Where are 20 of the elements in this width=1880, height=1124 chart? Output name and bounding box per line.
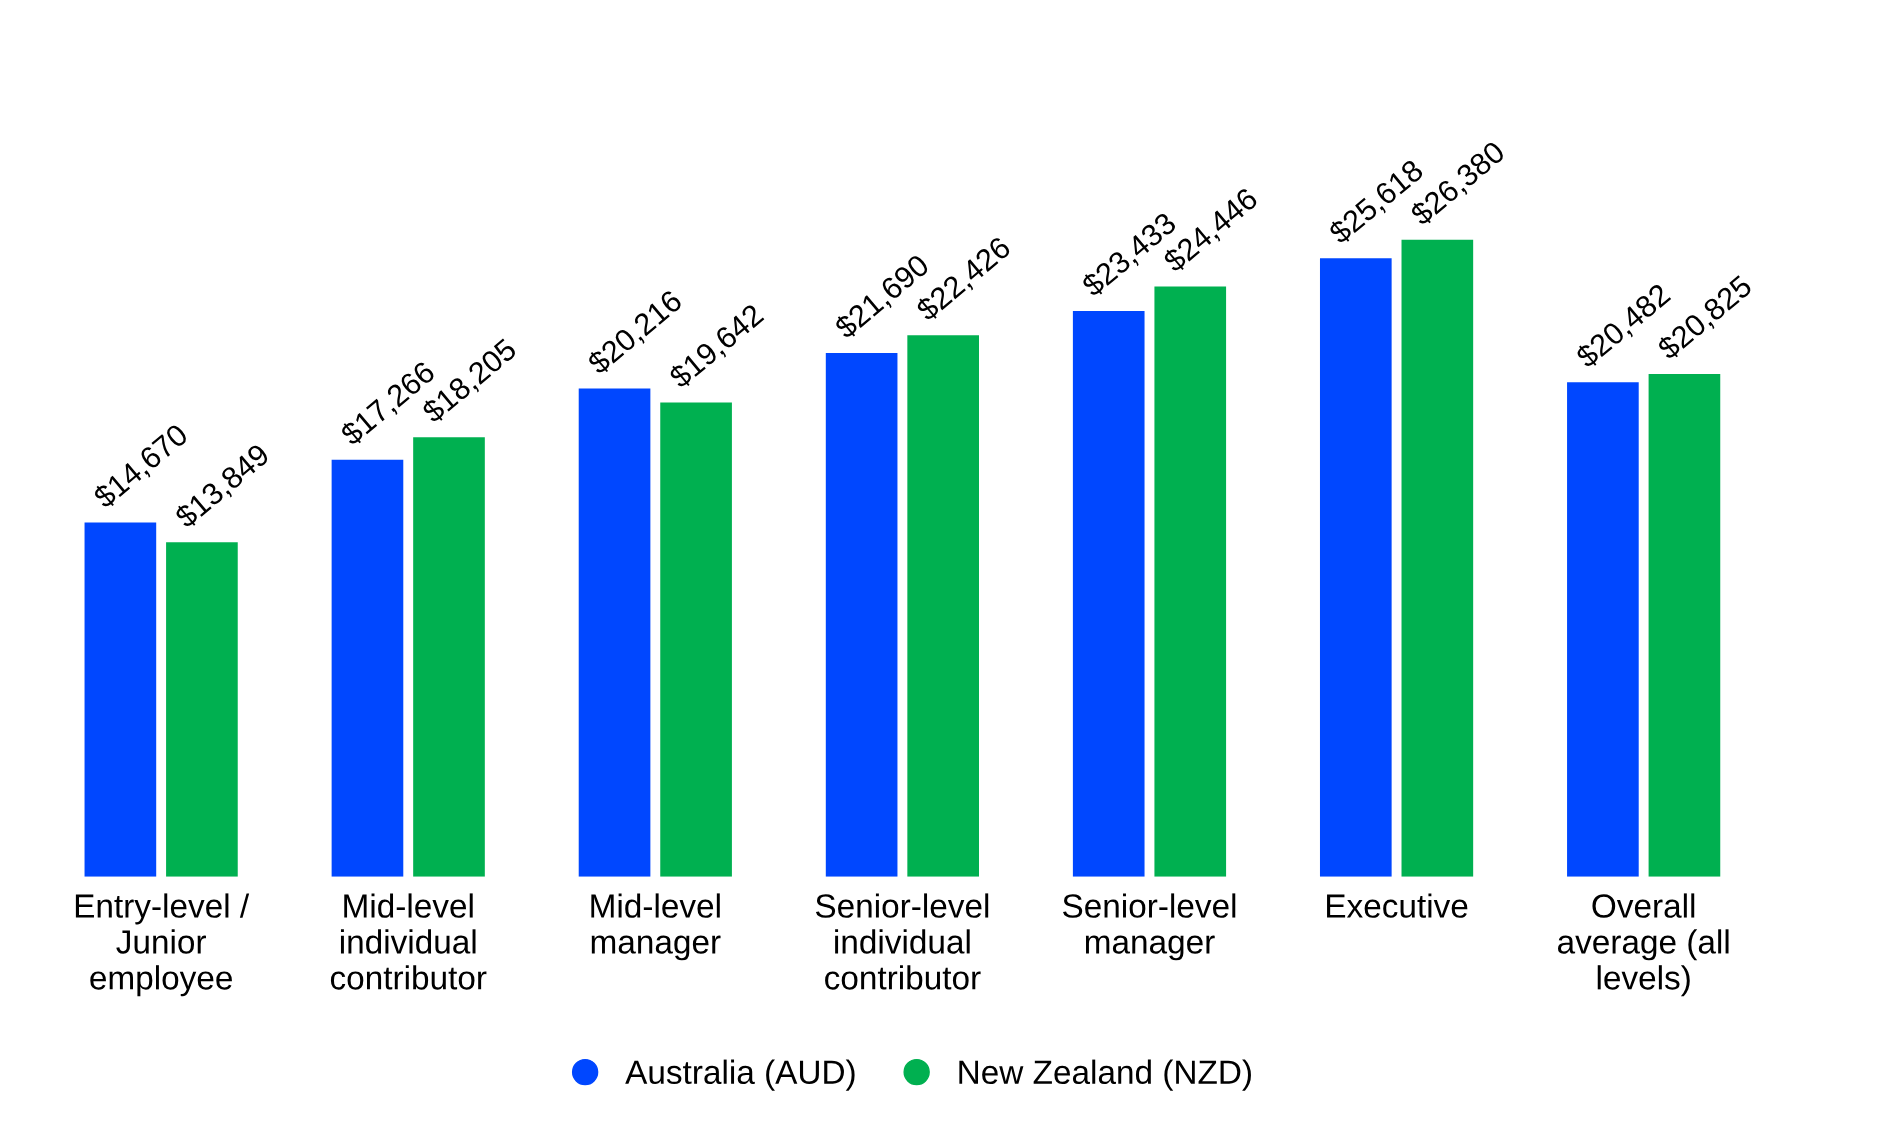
x-tick-label: Mid-level individual contributor <box>330 893 487 990</box>
bar <box>84 522 157 877</box>
legend-label: New Zealand (NZD) <box>959 1059 1251 1091</box>
bar <box>166 542 238 877</box>
legend-label: Australia (AUD) <box>625 1059 855 1091</box>
bar <box>825 353 898 877</box>
bar <box>331 459 404 877</box>
x-tick-label: Senior-level individual contributor <box>815 893 989 990</box>
bar <box>907 335 979 877</box>
bar <box>1072 310 1145 877</box>
x-tick-label: Overall average (all levels) <box>1558 893 1729 997</box>
bar <box>1319 258 1392 877</box>
bar <box>660 402 732 877</box>
x-tick-label: Senior-level manager <box>1063 893 1236 961</box>
x-tick-label: Mid-level manager <box>591 893 721 961</box>
bar <box>1567 382 1639 877</box>
x-tick-label: Executive <box>1327 893 1468 918</box>
bar <box>578 388 651 877</box>
bar <box>1648 373 1721 877</box>
x-tick-label: Entry-level / Junior employee <box>75 893 250 997</box>
